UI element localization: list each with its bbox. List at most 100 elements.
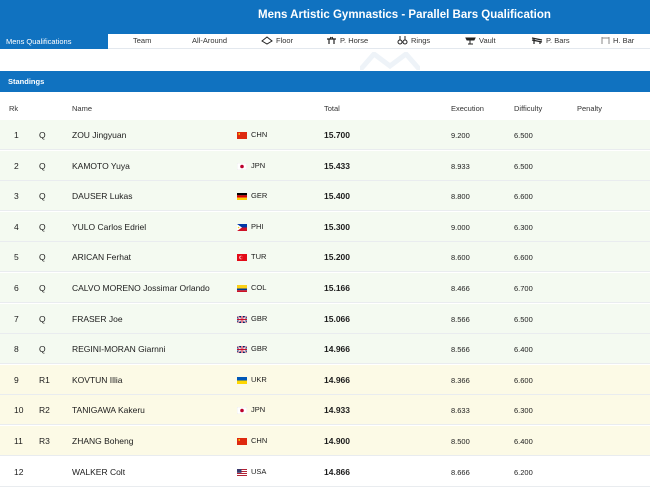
total-score: 14.966 (324, 344, 350, 355)
difficulty-score: 6.600 (514, 192, 533, 202)
table-row[interactable]: 12 WALKER Colt USA 14.866 8.666 6.200 (0, 456, 650, 487)
total-score: 14.933 (324, 405, 350, 416)
execution-score: 8.566 (451, 345, 470, 355)
athlete-name[interactable]: REGINI-MORAN Giarnni (72, 344, 166, 355)
athlete-name[interactable]: TANIGAWA Kakeru (72, 405, 145, 416)
rank-cell: 3 (14, 191, 19, 202)
athlete-name[interactable]: ARICAN Ferhat (72, 252, 132, 263)
table-row[interactable]: 10 R2 TANIGAWA Kakeru JPN 14.933 8.633 6.300 (0, 395, 650, 426)
total-score: 14.866 (324, 466, 350, 477)
nation-cell: JPN (236, 161, 265, 170)
qualification-cell: Q (39, 344, 46, 355)
qualification-cell: Q (39, 221, 46, 232)
table-continuation (0, 492, 650, 499)
tab-team-label: Team (133, 36, 152, 45)
tab-floor[interactable]: Floor (261, 36, 293, 45)
nation-cell: USA (237, 467, 266, 476)
tab-all-around[interactable]: All-Around (192, 36, 227, 45)
athlete-name[interactable]: WALKER Colt (72, 466, 126, 477)
execution-score: 8.500 (451, 437, 470, 446)
flag-icon (236, 345, 248, 354)
nation-code: JPN (251, 405, 266, 415)
column-name: Name (72, 104, 93, 113)
rank-cell: 12 (14, 466, 24, 477)
table-row[interactable]: 2 Q KAMOTO Yuya JPN 15.433 8.933 6.500 (0, 150, 650, 181)
table-row[interactable]: 7 Q FRASER Joe GBR 15.066 8.566 6.500 (0, 303, 650, 334)
nation-code: UKR (251, 374, 267, 384)
athlete-name[interactable]: KAMOTO Yuya (72, 160, 130, 171)
tab-vault-label: Vault (479, 36, 496, 45)
rank-cell: 7 (14, 313, 19, 324)
athlete-name[interactable]: ZHANG Boheng (72, 436, 134, 446)
rank-cell: 6 (14, 283, 19, 293)
tab-parallel-bars[interactable]: P. Bars (531, 36, 570, 45)
qualification-cell: R1 (39, 374, 50, 385)
table-row[interactable]: 11 R3 ZHANG Boheng CHN 14.900 8.500 6.400 (0, 426, 650, 456)
execution-score: 9.000 (451, 222, 470, 232)
tab-pommel-horse[interactable]: P. Horse (326, 36, 368, 45)
table-row[interactable]: 4 Q YULO Carlos Edriel PHI 15.300 9.000 6.300 (0, 211, 650, 242)
tab-floor-label: Floor (276, 36, 294, 45)
nation-cell: GER (237, 191, 267, 201)
difficulty-score: 6.200 (514, 467, 533, 477)
tab-horizontal-bar-label: H. Bar (613, 36, 635, 45)
total-score: 15.166 (324, 283, 350, 293)
table-row[interactable]: 8 Q REGINI-MORAN Giarnni GBR 14.966 8.566 6.40… (0, 334, 650, 365)
nation-code: GBR (251, 344, 268, 354)
tab-mens-qualifications[interactable]: Mens Qualifications (0, 34, 108, 49)
nation-cell: CHN (237, 436, 267, 445)
nation-code: PHI (251, 221, 264, 231)
athlete-name[interactable]: CALVO MORENO Jossimar Orlando (72, 283, 210, 293)
athlete-name[interactable]: FRASER Joe (72, 313, 123, 324)
flag-icon (237, 376, 247, 384)
column-execution: Execution (451, 104, 484, 113)
athlete-name[interactable]: YULO Carlos Edriel (72, 221, 147, 232)
nation-code: USA (251, 466, 267, 476)
tab-pommel-horse-label: P. Horse (340, 36, 369, 45)
tab-horizontal-bar[interactable]: H. Bar (601, 36, 634, 45)
table-row[interactable]: 9 R1 KOVTUN Illia UKR 14.966 8.366 6.600 (0, 364, 650, 395)
tab-vault[interactable]: Vault (465, 36, 496, 45)
difficulty-score: 6.600 (514, 253, 533, 263)
rank-cell: 9 (14, 374, 19, 385)
rank-cell: 11 (14, 436, 23, 446)
difficulty-score: 6.700 (514, 284, 533, 293)
flag-icon (236, 162, 248, 170)
tab-team[interactable]: Team (133, 36, 151, 45)
total-score: 14.966 (324, 374, 350, 385)
athlete-name[interactable]: ZOU Jingyuan (72, 130, 127, 140)
nation-code: CHN (251, 130, 268, 139)
tab-parallel-bars-label: P. Bars (546, 36, 570, 45)
flag-icon (237, 192, 247, 201)
tab-all-around-label: All-Around (192, 36, 228, 45)
difficulty-score: 6.500 (514, 131, 533, 140)
flag-icon (237, 253, 247, 262)
flag-icon (237, 131, 247, 139)
tab-rings[interactable]: Rings (397, 36, 430, 45)
rank-cell: 4 (14, 221, 19, 232)
total-score: 15.200 (324, 252, 350, 263)
spacer (0, 49, 650, 71)
vault-icon (465, 37, 476, 45)
table-row[interactable]: 5 Q ARICAN Ferhat TUR 15.200 8.600 6.600 (0, 242, 650, 273)
flag-icon (237, 437, 247, 445)
flag-icon (237, 468, 247, 476)
table-row[interactable]: 3 Q DAUSER Lukas GER 15.400 8.800 6.600 (0, 181, 650, 212)
table-row[interactable]: 6 Q CALVO MORENO Jossimar Orlando COL 15.166… (0, 273, 650, 303)
event-nav: Mens Qualifications Team All-Around Floo… (0, 34, 650, 49)
qualification-cell: Q (39, 160, 46, 171)
nation-cell: GBR (236, 344, 268, 354)
rank-cell: 1 (14, 130, 19, 140)
execution-score: 8.800 (451, 192, 470, 202)
qualification-cell: Q (39, 313, 46, 324)
athlete-name[interactable]: DAUSER Lukas (72, 191, 133, 202)
qualification-cell: Q (39, 252, 46, 263)
difficulty-score: 6.300 (514, 406, 533, 416)
athlete-name[interactable]: KOVTUN Illia (72, 374, 123, 385)
floor-icon (261, 36, 273, 45)
flag-icon (236, 406, 248, 415)
total-score: 14.900 (324, 436, 350, 446)
table-row[interactable]: 1 Q ZOU Jingyuan CHN 15.700 9.200 6.500 (0, 120, 650, 150)
pommel-horse-icon (327, 36, 336, 44)
column-rank: Rk (9, 104, 19, 113)
